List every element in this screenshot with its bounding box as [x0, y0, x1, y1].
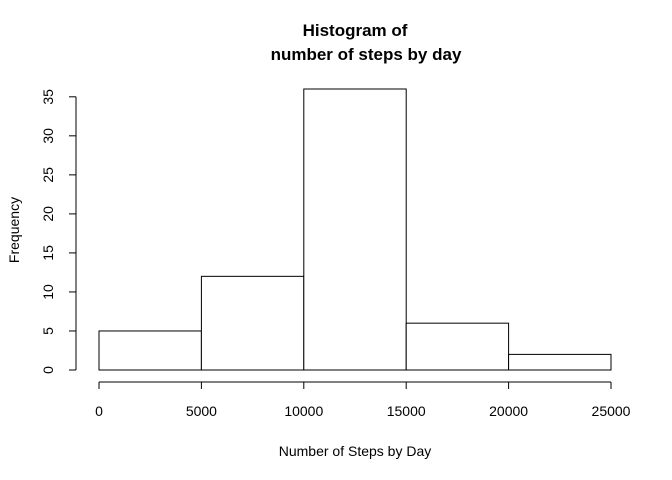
y-tick-label: 20	[40, 206, 56, 222]
y-tick-label: 25	[40, 167, 56, 183]
y-tick-label: 15	[40, 245, 56, 261]
histogram-bar-1	[200, 275, 305, 371]
histogram-bar-0	[98, 330, 202, 371]
y-tick-label: 30	[40, 128, 56, 144]
histogram-bar-4	[508, 353, 612, 371]
y-tick-label: 5	[40, 327, 56, 335]
x-tick-label: 5000	[186, 403, 217, 419]
x-tick-label: 25000	[592, 403, 631, 419]
histogram-bar-3	[405, 322, 510, 371]
y-tick-label: 10	[40, 284, 56, 300]
y-axis-label: Frequency	[6, 197, 22, 263]
y-tick-label: 35	[40, 89, 56, 105]
y-axis: 0 5 10 15 20 25 30 35	[40, 89, 77, 374]
histogram-bars	[98, 88, 612, 371]
y-tick-label: 0	[40, 366, 56, 374]
chart-title-line-1: Histogram of	[303, 21, 408, 40]
x-tick-label: 15000	[387, 403, 426, 419]
x-tick-label: 10000	[284, 403, 323, 419]
x-axis: 0 5000 10000 15000 20000 25000	[95, 381, 631, 419]
histogram-bar-2	[303, 88, 407, 371]
x-tick-label: 0	[95, 403, 103, 419]
x-tick-label: 20000	[489, 403, 528, 419]
x-axis-label: Number of Steps by Day	[279, 443, 432, 459]
chart-title-line-2: number of steps by day	[271, 45, 462, 64]
